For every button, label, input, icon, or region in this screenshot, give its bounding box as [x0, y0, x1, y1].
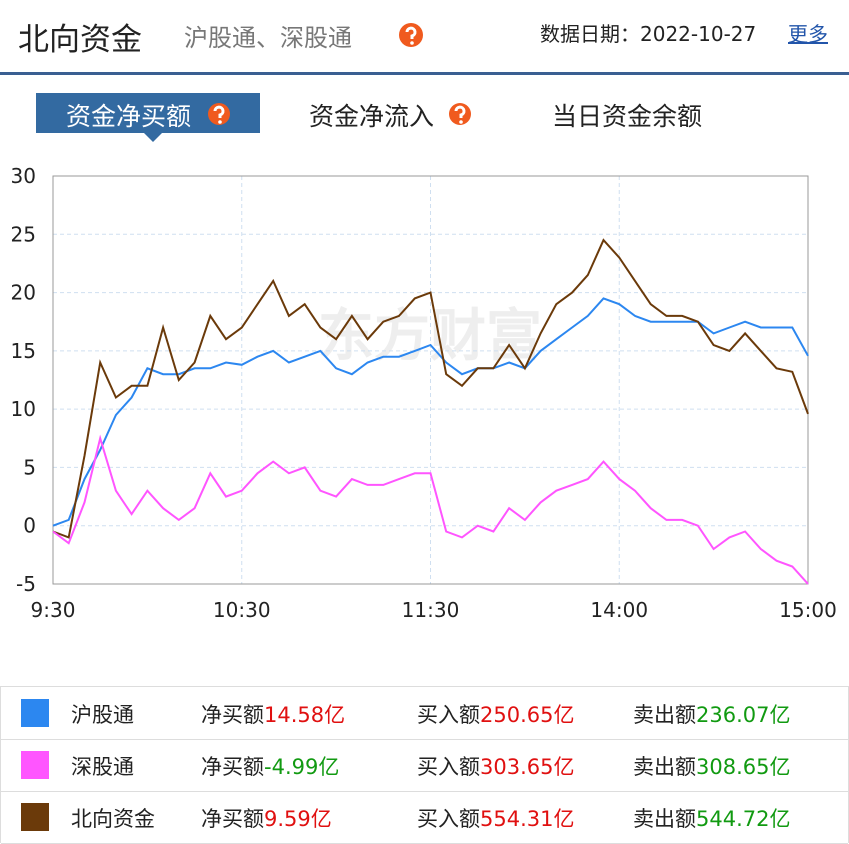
- legend-swatch: [21, 699, 49, 727]
- x-tick-label: 15:00: [779, 598, 837, 622]
- buy-cell: 买入额303.65亿: [417, 751, 574, 781]
- y-tick-label: 30: [11, 164, 36, 188]
- net-value: 14.58: [264, 703, 325, 727]
- tab[interactable]: 资金净买额: [66, 102, 192, 131]
- plot-frame: [52, 175, 809, 585]
- date-caption: 数据日期：: [540, 22, 640, 46]
- summary-row: 北向资金 净买额9.59亿 买入额554.31亿 卖出额544.72亿: [1, 791, 848, 844]
- x-tick-label: 10:30: [213, 598, 271, 622]
- unit: 亿: [553, 807, 575, 831]
- buy-value: 250.65: [480, 703, 554, 727]
- legend-swatch: [21, 751, 49, 779]
- buy-value: 554.31: [480, 807, 554, 831]
- legend-name: 深股通: [71, 755, 134, 779]
- buy-label: 买入额: [417, 755, 480, 779]
- unit: 亿: [769, 703, 791, 727]
- y-tick-label: 10: [11, 397, 36, 421]
- title: 北向资金: [18, 22, 142, 58]
- date-label: 数据日期：2022-10-27: [540, 18, 756, 47]
- series-line: [52, 238, 809, 539]
- unit: 亿: [318, 755, 340, 779]
- unit: 亿: [553, 755, 575, 779]
- legend-name: 沪股通: [71, 703, 134, 727]
- unit: 亿: [553, 703, 575, 727]
- unit: 亿: [769, 755, 791, 779]
- net-value: 9.59: [264, 807, 311, 831]
- x-tick-label: 9:30: [31, 598, 76, 622]
- buy-label: 买入额: [417, 807, 480, 831]
- tab-pointer: [143, 132, 163, 142]
- buy-cell: 买入额554.31亿: [417, 803, 574, 833]
- y-tick-label: 5: [23, 455, 36, 479]
- net-cell: 净买额-4.99亿: [201, 751, 339, 781]
- sell-label: 卖出额: [633, 703, 696, 727]
- tab[interactable]: 当日资金余额: [552, 102, 703, 131]
- summary-row: 深股通 净买额-4.99亿 买入额303.65亿 卖出额308.65亿: [1, 739, 848, 792]
- more-link[interactable]: 更多: [788, 22, 828, 46]
- unit: 亿: [324, 703, 346, 727]
- sell-label: 卖出额: [633, 807, 696, 831]
- sell-cell: 卖出额308.65亿: [633, 751, 790, 781]
- series-line: [52, 297, 809, 527]
- buy-value: 303.65: [480, 755, 554, 779]
- net-label: 净买额: [201, 807, 264, 831]
- summary-row: 沪股通 净买额14.58亿 买入额250.65亿 卖出额236.07亿: [1, 687, 848, 740]
- date: 2022-10-27: [640, 22, 757, 46]
- legend-swatch: [21, 803, 49, 831]
- legend-name: 北向资金: [71, 807, 155, 831]
- sell-label: 卖出额: [633, 755, 696, 779]
- help-icon[interactable]: [207, 102, 231, 126]
- y-tick-label: 25: [11, 222, 36, 246]
- unit: 亿: [310, 807, 332, 831]
- summary-table: 沪股通 净买额14.58亿 买入额250.65亿 卖出额236.07亿 深股通 净买额-4…: [0, 686, 849, 844]
- x-tick-label: 11:30: [402, 598, 460, 622]
- sell-value: 544.72: [696, 807, 770, 831]
- net-label: 净买额: [201, 755, 264, 779]
- help-icon[interactable]: [448, 102, 472, 126]
- y-tick-label: 20: [11, 281, 36, 305]
- net-value: -4.99: [264, 755, 319, 779]
- sell-value: 236.07: [696, 703, 770, 727]
- subtitle: 沪股通、深股通: [184, 24, 352, 52]
- tab[interactable]: 资金净流入: [309, 102, 435, 131]
- header-rule: [0, 72, 849, 75]
- y-tick-label: 0: [23, 514, 36, 538]
- net-cell: 净买额9.59亿: [201, 803, 332, 833]
- net-cell: 净买额14.58亿: [201, 699, 345, 729]
- help-icon[interactable]: [398, 22, 424, 48]
- buy-cell: 买入额250.65亿: [417, 699, 574, 729]
- unit: 亿: [769, 807, 791, 831]
- y-tick-label: -5: [16, 572, 36, 596]
- net-label: 净买额: [201, 703, 264, 727]
- series-line: [52, 434, 809, 585]
- buy-label: 买入额: [417, 703, 480, 727]
- x-tick-label: 14:00: [590, 598, 648, 622]
- sell-cell: 卖出额544.72亿: [633, 803, 790, 833]
- sell-cell: 卖出额236.07亿: [633, 699, 790, 729]
- y-tick-label: 15: [11, 339, 36, 363]
- sell-value: 308.65: [696, 755, 770, 779]
